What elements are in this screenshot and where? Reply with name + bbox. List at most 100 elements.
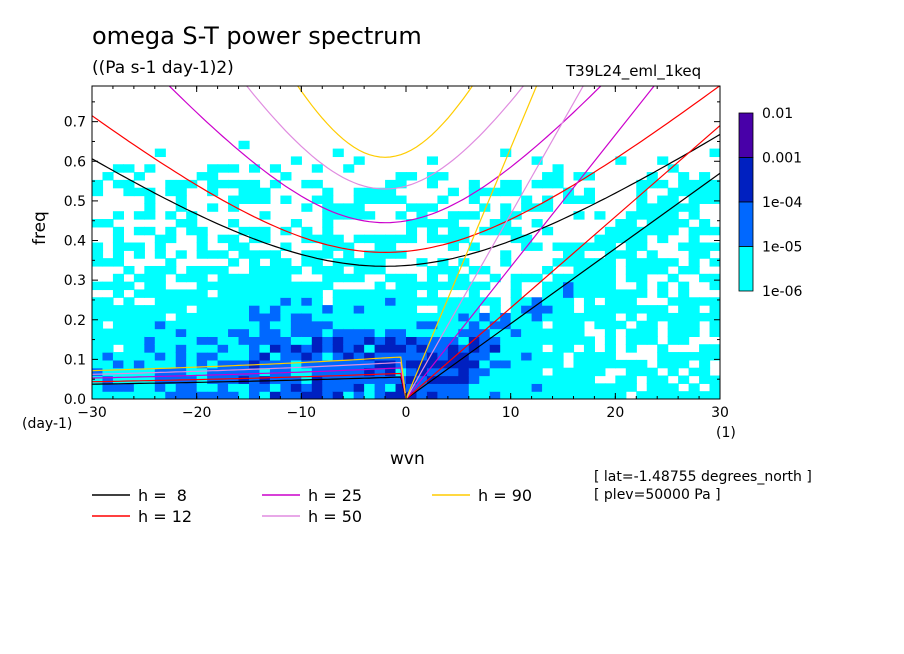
power-cell xyxy=(678,289,690,298)
power-cell xyxy=(563,250,575,259)
power-cell xyxy=(207,367,219,377)
power-cell xyxy=(406,281,418,291)
power-cell xyxy=(594,367,606,377)
power-cell xyxy=(604,273,616,283)
power-cell xyxy=(604,391,616,399)
power-cell xyxy=(657,265,669,275)
power-cell xyxy=(133,242,145,251)
power-cell xyxy=(311,391,323,399)
power-cell xyxy=(709,187,720,197)
power-cell xyxy=(406,312,418,322)
power-cell xyxy=(594,265,606,275)
power-cell xyxy=(112,375,124,384)
power-cell xyxy=(144,367,156,377)
power-cell xyxy=(594,312,606,322)
power-cell xyxy=(374,367,386,377)
power-cell xyxy=(447,226,459,236)
power-cell xyxy=(144,320,156,330)
power-cell xyxy=(374,289,386,298)
power-cell xyxy=(343,336,355,345)
power-cell xyxy=(154,281,166,291)
power-cell xyxy=(678,203,690,212)
power-cell xyxy=(280,359,292,369)
power-cell xyxy=(280,312,292,322)
power-cell xyxy=(583,359,595,369)
power-cell xyxy=(531,352,543,361)
power-cell xyxy=(92,179,104,189)
power-cell xyxy=(259,195,271,204)
power-cell xyxy=(395,344,407,353)
power-cell xyxy=(426,265,438,275)
power-cell xyxy=(416,320,428,330)
power-cell xyxy=(678,359,690,369)
power-cell xyxy=(249,164,261,173)
rossby-curve-h8 xyxy=(92,376,407,399)
power-cell xyxy=(290,344,302,353)
power-cell xyxy=(133,375,145,384)
power-cell xyxy=(657,219,669,228)
power-cell xyxy=(112,281,124,291)
power-cell xyxy=(280,375,292,384)
power-cell xyxy=(353,265,365,275)
power-cell xyxy=(259,336,271,345)
power-cell xyxy=(636,273,648,283)
power-cell xyxy=(510,320,522,330)
power-cell xyxy=(228,179,240,189)
power-cell xyxy=(343,352,355,361)
power-cell xyxy=(144,375,156,384)
power-cell xyxy=(688,328,700,337)
power-cell xyxy=(573,391,585,399)
power-cell xyxy=(374,265,386,275)
power-cell xyxy=(228,312,240,322)
power-cell xyxy=(667,367,679,377)
power-cell xyxy=(374,352,386,361)
power-cell xyxy=(657,305,669,314)
power-cell xyxy=(615,383,627,392)
y-tick-label: 0.1 xyxy=(64,352,86,368)
power-cell xyxy=(416,352,428,361)
latitude-info: [ lat=-1.48755 degrees_north ] xyxy=(594,469,812,485)
power-cell xyxy=(709,320,720,330)
power-cell xyxy=(667,211,679,220)
power-cell xyxy=(447,219,459,228)
power-cell xyxy=(531,375,543,384)
power-cell xyxy=(92,352,104,361)
power-cell xyxy=(112,305,124,314)
rossby-curve-h25 xyxy=(92,367,407,399)
power-cell xyxy=(699,352,711,361)
power-cell xyxy=(604,359,616,369)
power-cell xyxy=(249,336,261,345)
power-cell xyxy=(594,258,606,267)
power-cell xyxy=(604,328,616,337)
power-cell xyxy=(583,305,595,314)
power-cell xyxy=(521,391,533,399)
power-cell xyxy=(437,258,449,267)
power-cell xyxy=(207,305,219,314)
power-cell xyxy=(133,336,145,345)
power-cell xyxy=(636,242,648,251)
power-cell xyxy=(259,367,271,377)
power-cell xyxy=(458,297,470,306)
power-cell xyxy=(552,367,564,377)
power-cell xyxy=(468,305,480,314)
power-cell xyxy=(353,297,365,306)
power-cell xyxy=(374,281,386,291)
power-cell xyxy=(468,211,480,220)
power-cell xyxy=(521,203,533,212)
power-cell xyxy=(353,273,365,283)
power-cell xyxy=(102,328,114,337)
power-cell xyxy=(228,336,240,345)
power-cell xyxy=(374,383,386,392)
power-cell xyxy=(311,312,323,322)
power-cell xyxy=(646,391,658,399)
power-cell xyxy=(709,352,720,361)
power-cell xyxy=(437,195,449,204)
power-cell xyxy=(238,320,250,330)
power-cell xyxy=(217,359,229,369)
power-cell xyxy=(646,383,658,392)
power-cell xyxy=(186,179,198,189)
power-cell xyxy=(458,328,470,337)
power-cell xyxy=(573,211,585,220)
power-cell xyxy=(154,305,166,314)
power-cell xyxy=(332,359,344,369)
